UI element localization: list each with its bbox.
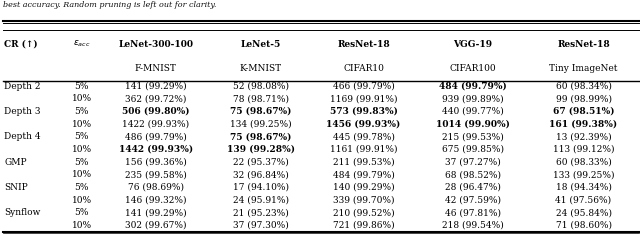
Text: 939 (99.89%): 939 (99.89%) <box>442 94 504 103</box>
Text: $\varepsilon_{acc}$: $\varepsilon_{acc}$ <box>73 39 90 49</box>
Text: 141 (99.29%): 141 (99.29%) <box>125 208 186 217</box>
Text: SNIP: SNIP <box>4 183 28 192</box>
Text: 67 (98.51%): 67 (98.51%) <box>553 107 614 116</box>
Text: Tiny ImageNet: Tiny ImageNet <box>549 64 618 73</box>
Text: 5%: 5% <box>74 132 89 141</box>
Text: 5%: 5% <box>74 183 89 192</box>
Text: 5%: 5% <box>74 107 89 116</box>
Text: 60 (98.33%): 60 (98.33%) <box>556 158 611 167</box>
Text: 218 (99.54%): 218 (99.54%) <box>442 221 504 230</box>
Text: 28 (96.47%): 28 (96.47%) <box>445 183 501 192</box>
Text: 1161 (99.91%): 1161 (99.91%) <box>330 145 397 154</box>
Text: 113 (99.12%): 113 (99.12%) <box>553 145 614 154</box>
Text: CR (↑): CR (↑) <box>4 40 38 49</box>
Text: 52 (98.08%): 52 (98.08%) <box>233 81 289 91</box>
Text: best accuracy. Random pruning is left out for clarity.: best accuracy. Random pruning is left ou… <box>3 1 216 9</box>
Text: 466 (99.79%): 466 (99.79%) <box>333 81 394 91</box>
Text: 5%: 5% <box>74 208 89 217</box>
Text: 42 (97.59%): 42 (97.59%) <box>445 196 501 205</box>
Text: 140 (99.29%): 140 (99.29%) <box>333 183 394 192</box>
Text: CIFAR100: CIFAR100 <box>450 64 496 73</box>
Text: 445 (99.78%): 445 (99.78%) <box>333 132 394 141</box>
Text: Depth 2: Depth 2 <box>4 81 41 91</box>
Text: 71 (98.60%): 71 (98.60%) <box>556 221 611 230</box>
Text: 440 (99.77%): 440 (99.77%) <box>442 107 504 116</box>
Text: 10%: 10% <box>72 196 92 205</box>
Text: 41 (97.56%): 41 (97.56%) <box>556 196 612 205</box>
Text: 141 (99.29%): 141 (99.29%) <box>125 81 186 91</box>
Text: K-MNIST: K-MNIST <box>240 64 282 73</box>
Text: 46 (97.81%): 46 (97.81%) <box>445 208 501 217</box>
Text: 1014 (99.90%): 1014 (99.90%) <box>436 120 510 129</box>
Text: CIFAR10: CIFAR10 <box>343 64 384 73</box>
Text: ResNet-18: ResNet-18 <box>557 40 610 49</box>
Text: 10%: 10% <box>72 145 92 154</box>
Text: Synflow: Synflow <box>4 208 41 217</box>
Text: 210 (99.52%): 210 (99.52%) <box>333 208 394 217</box>
Text: 573 (99.83%): 573 (99.83%) <box>330 107 397 116</box>
Text: 32 (96.84%): 32 (96.84%) <box>233 170 289 179</box>
Text: LeNet-5: LeNet-5 <box>241 40 281 49</box>
Text: 484 (99.79%): 484 (99.79%) <box>333 170 394 179</box>
Text: 5%: 5% <box>74 81 89 91</box>
Text: GMP: GMP <box>4 158 27 167</box>
Text: Depth 4: Depth 4 <box>4 132 41 141</box>
Text: 24 (95.84%): 24 (95.84%) <box>556 208 611 217</box>
Text: 10%: 10% <box>72 94 92 103</box>
Text: 76 (98.69%): 76 (98.69%) <box>127 183 184 192</box>
Text: 146 (99.32%): 146 (99.32%) <box>125 196 186 205</box>
Text: 75 (98.67%): 75 (98.67%) <box>230 132 292 141</box>
Text: 721 (99.86%): 721 (99.86%) <box>333 221 394 230</box>
Text: 60 (98.34%): 60 (98.34%) <box>556 81 611 91</box>
Text: 1456 (99.93%): 1456 (99.93%) <box>326 120 401 129</box>
Text: 24 (95.91%): 24 (95.91%) <box>233 196 289 205</box>
Text: 78 (98.71%): 78 (98.71%) <box>233 94 289 103</box>
Text: 161 (99.38%): 161 (99.38%) <box>550 120 618 129</box>
Text: 37 (97.30%): 37 (97.30%) <box>233 221 289 230</box>
Text: ResNet-18: ResNet-18 <box>337 40 390 49</box>
Text: 10%: 10% <box>72 170 92 179</box>
Text: 139 (99.28%): 139 (99.28%) <box>227 145 295 154</box>
Text: 75 (98.67%): 75 (98.67%) <box>230 107 292 116</box>
Text: 68 (98.52%): 68 (98.52%) <box>445 170 501 179</box>
Text: 133 (99.25%): 133 (99.25%) <box>553 170 614 179</box>
Text: 134 (99.25%): 134 (99.25%) <box>230 120 292 129</box>
Text: 486 (99.79%): 486 (99.79%) <box>125 132 186 141</box>
Text: 22 (95.37%): 22 (95.37%) <box>233 158 289 167</box>
Text: 339 (99.70%): 339 (99.70%) <box>333 196 394 205</box>
Text: F-MNIST: F-MNIST <box>134 64 177 73</box>
Text: 1442 (99.93%): 1442 (99.93%) <box>118 145 193 154</box>
Text: 37 (97.27%): 37 (97.27%) <box>445 158 501 167</box>
Text: 99 (98.99%): 99 (98.99%) <box>556 94 611 103</box>
Text: 18 (94.34%): 18 (94.34%) <box>556 183 611 192</box>
Text: VGG-19: VGG-19 <box>453 40 493 49</box>
Text: 1422 (99.93%): 1422 (99.93%) <box>122 120 189 129</box>
Text: 1169 (99.91%): 1169 (99.91%) <box>330 94 397 103</box>
Text: 675 (99.85%): 675 (99.85%) <box>442 145 504 154</box>
Text: 13 (92.39%): 13 (92.39%) <box>556 132 611 141</box>
Text: 156 (99.36%): 156 (99.36%) <box>125 158 186 167</box>
Text: Depth 3: Depth 3 <box>4 107 41 116</box>
Text: 235 (99.58%): 235 (99.58%) <box>125 170 186 179</box>
Text: 21 (95.23%): 21 (95.23%) <box>233 208 289 217</box>
Text: 211 (99.53%): 211 (99.53%) <box>333 158 394 167</box>
Text: 484 (99.79%): 484 (99.79%) <box>439 81 507 91</box>
Text: 506 (99.80%): 506 (99.80%) <box>122 107 189 116</box>
Text: 5%: 5% <box>74 158 89 167</box>
Text: 17 (94.10%): 17 (94.10%) <box>233 183 289 192</box>
Text: 302 (99.67%): 302 (99.67%) <box>125 221 186 230</box>
Text: 10%: 10% <box>72 120 92 129</box>
Text: LeNet-300-100: LeNet-300-100 <box>118 40 193 49</box>
Text: 10%: 10% <box>72 221 92 230</box>
Text: 362 (99.72%): 362 (99.72%) <box>125 94 186 103</box>
Text: 215 (99.53%): 215 (99.53%) <box>442 132 504 141</box>
